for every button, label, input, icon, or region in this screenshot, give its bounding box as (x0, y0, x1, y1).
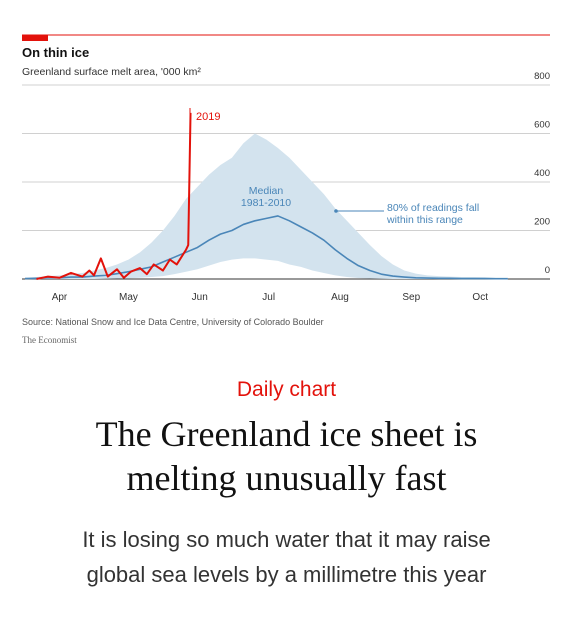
x-tick-label: Apr (52, 292, 68, 303)
series-label-text: Median 1981-2010 (240, 185, 292, 209)
headline: The Greenland ice sheet is melting unusu… (95, 414, 478, 498)
plot: 0 200 400 600 800 Apr May Jun Jul Aug Sep Oct 2019 Me… (22, 71, 550, 303)
article: Daily chart The Greenland ice sheet is m… (0, 378, 573, 592)
y-tick-label: 800 (534, 71, 550, 82)
top-tag (22, 35, 48, 41)
band-label-text: 80% of readings fall within this range (387, 202, 480, 226)
chart: On thin ice Greenland surface melt area,… (22, 34, 550, 345)
series-line (24, 215, 508, 280)
x-tick-label: Sep (402, 292, 420, 303)
kicker: Daily chart (236, 378, 337, 401)
range-band (25, 133, 508, 279)
band-leader-dot (334, 209, 338, 213)
band-label: 80% of readings fall within this range (387, 202, 480, 226)
y-tick-label: 200 (534, 217, 550, 228)
y-tick-label: 600 (534, 120, 550, 131)
series-line (36, 112, 192, 280)
x-tick-label: May (119, 292, 138, 303)
y-tick-label: 0 (545, 265, 550, 276)
series-label: 2019 (196, 111, 220, 123)
chart-title: On thin ice (22, 45, 89, 60)
x-tick-label: Jul (262, 292, 275, 303)
standfirst: It is losing so much water that it may r… (82, 527, 491, 587)
credit: The Economist (22, 335, 77, 345)
chart-subtitle: Greenland surface melt area, '000 km² (22, 66, 201, 78)
source: Source: National Snow and Ice Data Centr… (22, 317, 324, 327)
x-tick-label: Oct (472, 292, 488, 303)
series-label: Median 1981-2010 (240, 185, 292, 209)
x-tick-label: Jun (192, 292, 208, 303)
x-tick-label: Aug (331, 292, 349, 303)
y-tick-label: 400 (534, 168, 550, 179)
